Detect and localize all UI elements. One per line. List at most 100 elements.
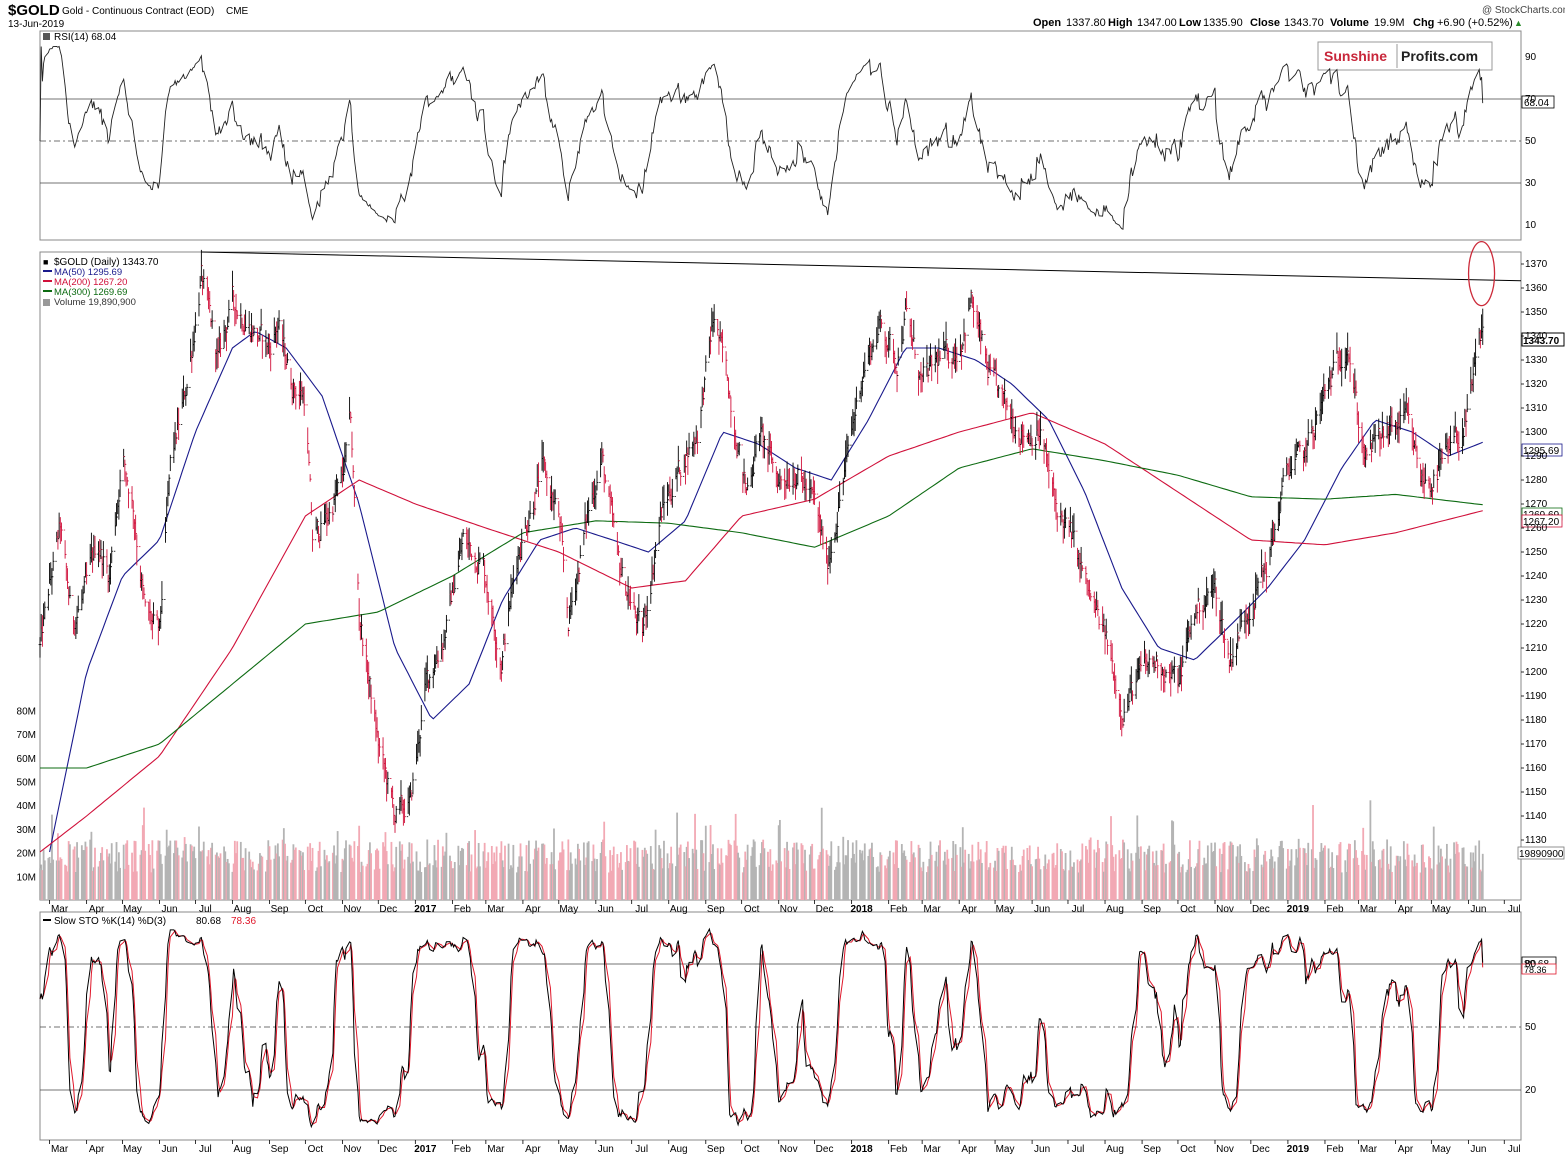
volume-bar — [192, 851, 194, 900]
volume-bar — [1345, 871, 1348, 900]
x-tick-label-price: 2019 — [1287, 904, 1310, 915]
volume-swatch — [43, 299, 50, 306]
volume-bar — [936, 866, 939, 900]
volume-bar — [253, 869, 255, 900]
volume-bar — [978, 859, 981, 900]
volume-bar — [726, 855, 729, 900]
volume-bar — [232, 863, 235, 900]
volume-bar — [646, 853, 649, 900]
x-tick-label-price: Oct — [1180, 904, 1196, 915]
volume-bar — [1190, 866, 1192, 900]
volume-bar — [487, 852, 490, 900]
volume-bar — [374, 850, 377, 900]
x-tick-label-stoch: Mar — [51, 1144, 69, 1155]
volume-bar — [501, 860, 504, 900]
volume-bar — [1252, 871, 1255, 900]
volume-bar — [467, 842, 469, 900]
volume-bar — [1355, 850, 1357, 900]
x-tick-label-stoch: 2017 — [414, 1144, 437, 1155]
price-tick: 1320 — [1525, 379, 1548, 390]
volume-bar — [1232, 844, 1234, 900]
volume-bar — [568, 870, 571, 900]
price-tick: 1230 — [1525, 595, 1548, 606]
volume-bar — [686, 841, 689, 900]
volume-bar — [1131, 860, 1134, 900]
volume-bar — [477, 842, 480, 900]
volume-bar — [101, 847, 104, 900]
volume-bar — [1080, 859, 1083, 900]
volume-bar — [303, 870, 306, 900]
price-tick: 1290 — [1525, 451, 1548, 462]
volume-bar — [811, 843, 814, 900]
volume-bar — [475, 868, 478, 900]
volume-bar — [582, 842, 585, 900]
volume-bar — [1394, 865, 1397, 900]
volume-bar — [688, 858, 690, 900]
volume-bar — [292, 844, 295, 900]
volume-bar — [1210, 842, 1213, 900]
volume-bar — [954, 844, 957, 900]
price-tick: 1370 — [1525, 259, 1548, 270]
volume-bar — [1320, 843, 1323, 900]
volume-bar — [1087, 862, 1090, 900]
volume-bar — [201, 850, 204, 900]
volume-bar — [718, 863, 720, 900]
volume-bar — [922, 861, 925, 900]
volume-bar — [1010, 846, 1013, 900]
volume-bar — [1413, 854, 1416, 900]
volume-bar — [357, 846, 359, 900]
volume-bar — [1179, 872, 1182, 900]
volume-bar — [675, 866, 677, 900]
volume-bar — [1068, 870, 1071, 900]
volume-bar — [290, 862, 292, 900]
volume-bar — [826, 854, 829, 900]
volume-bar — [367, 850, 370, 900]
volume-bar — [1279, 841, 1282, 900]
volume-badge-box — [1517, 846, 1565, 860]
volume-bar — [1264, 850, 1267, 900]
volume-bar — [1096, 839, 1099, 900]
volume-bar — [126, 840, 129, 900]
volume-bar — [1288, 866, 1291, 900]
volume-bar — [248, 851, 251, 900]
volume-bar — [1094, 867, 1097, 900]
volume-bar — [786, 841, 788, 900]
price-badges: 1343.70 1295.69 1269.69 1267.20 19890900 — [1517, 332, 1565, 860]
volume-bar — [517, 866, 520, 900]
volume-bar — [1093, 849, 1096, 900]
volume-bar — [533, 848, 536, 900]
volume-bar — [1102, 871, 1105, 900]
volume-bar — [1026, 847, 1029, 900]
volume-bar — [260, 855, 263, 900]
volume-bar — [984, 852, 987, 900]
volume-bar — [415, 851, 418, 900]
volume-bar — [1365, 854, 1368, 900]
volume-bar — [175, 840, 178, 900]
volume-bar — [1089, 837, 1092, 900]
volume-bar — [1043, 866, 1045, 900]
volume-bar — [770, 870, 773, 900]
volume-bar — [1419, 872, 1422, 900]
volume-bar — [1340, 872, 1343, 900]
volume-bar — [1202, 865, 1204, 900]
volume-bar — [967, 853, 970, 900]
price-tick: 1250 — [1525, 547, 1548, 558]
volume-bar — [425, 867, 427, 900]
volume-bar — [758, 865, 761, 900]
volume-bar — [433, 845, 436, 900]
volume-bar — [66, 871, 69, 900]
volume-bar — [1373, 849, 1375, 900]
volume-bar — [624, 862, 627, 900]
price-tick: 1180 — [1525, 715, 1547, 726]
volume-bar — [875, 867, 878, 900]
volume-bar — [1030, 864, 1032, 900]
price-tick: 1340 — [1525, 331, 1548, 342]
volume-bar — [437, 839, 439, 900]
volume-bar — [83, 850, 86, 900]
volume-bar — [609, 850, 612, 900]
x-tick-label-price: Nov — [344, 904, 362, 915]
volume-bar — [1379, 859, 1381, 900]
volume-bar — [817, 859, 820, 900]
volume-bar — [134, 841, 137, 900]
x-tick-label-stoch: Nov — [344, 1144, 362, 1155]
